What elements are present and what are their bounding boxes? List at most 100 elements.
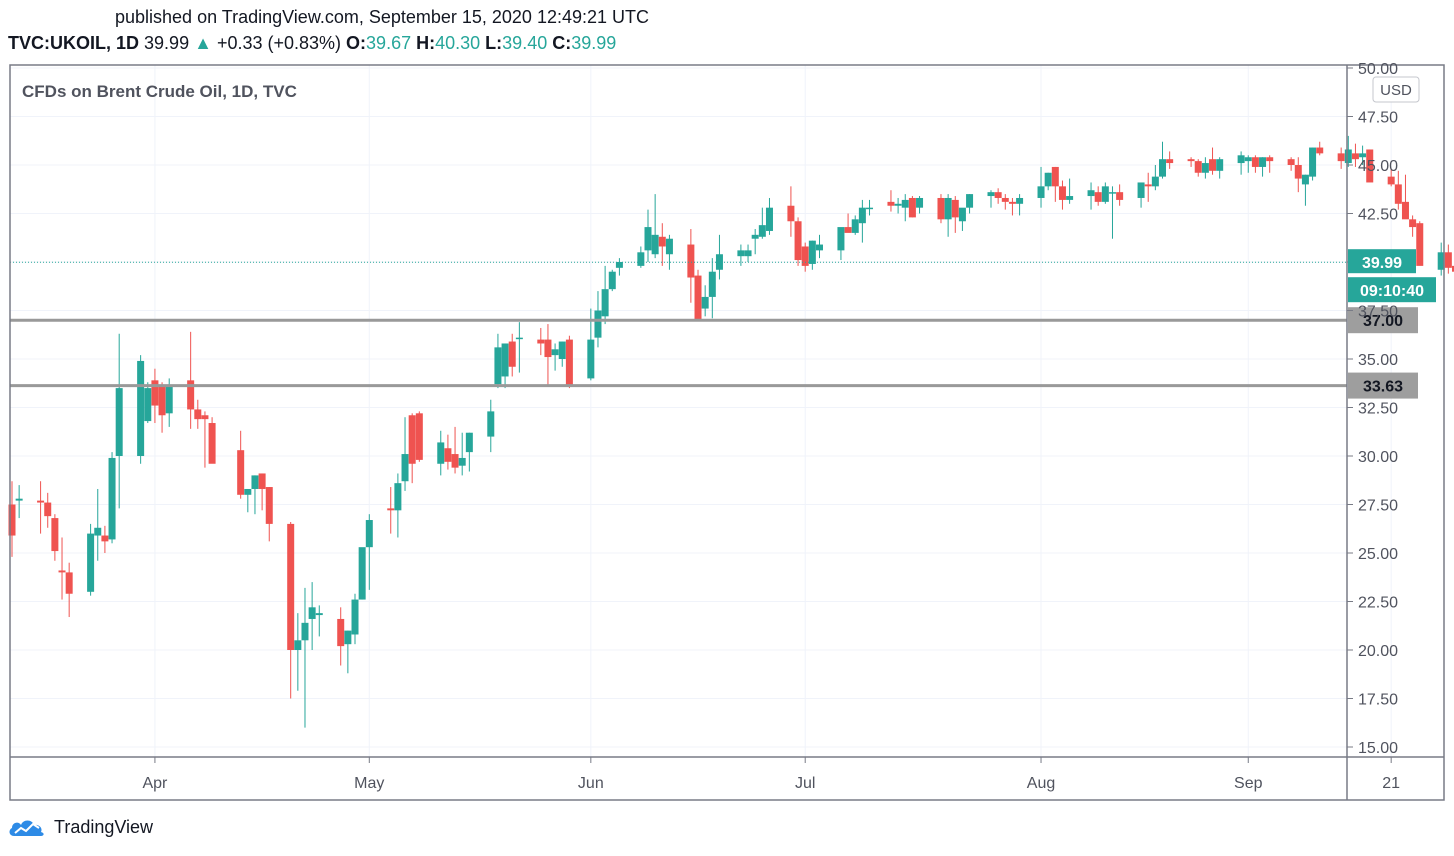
candle-body [1266, 157, 1274, 162]
candle [137, 355, 145, 464]
candle [916, 196, 924, 214]
candle [1137, 182, 1145, 208]
candle [65, 562, 73, 618]
candle [687, 229, 695, 303]
candles [8, 135, 1454, 728]
candle-body [451, 454, 459, 468]
candle [508, 333, 516, 377]
candle [1044, 172, 1052, 191]
candle-body [1058, 186, 1066, 200]
candle-body [265, 487, 273, 524]
candle-body [665, 238, 673, 255]
candle [808, 240, 816, 270]
candle-body [1401, 201, 1409, 220]
candle-body [308, 607, 316, 619]
candle [315, 605, 323, 637]
price-tick-label: 20.00 [1358, 643, 1398, 660]
level-badge [1348, 372, 1418, 399]
candle [951, 196, 959, 233]
candle [1101, 182, 1109, 204]
candle-body [258, 473, 266, 489]
price-tick-label: 32.50 [1358, 401, 1398, 418]
candle [1151, 165, 1159, 191]
candle [201, 411, 209, 468]
candle-body [465, 432, 473, 453]
candle [1194, 159, 1202, 177]
candle [501, 343, 509, 389]
chart-frame [9, 64, 1445, 801]
candle [187, 331, 195, 429]
candle [1159, 141, 1167, 179]
candle [515, 322, 523, 373]
candle [765, 197, 773, 235]
price-tick-label: 35.00 [1358, 352, 1398, 369]
candle [894, 197, 902, 214]
candle [1409, 215, 1417, 237]
candle-body [1101, 186, 1109, 202]
candle-body [1016, 197, 1024, 204]
time-axis[interactable]: Apr May Jun Jul Aug Sep 21 [142, 757, 1400, 792]
candle [837, 227, 845, 261]
candle [444, 434, 452, 470]
candle [544, 324, 552, 387]
candle-body [1001, 197, 1009, 202]
candle-body [108, 457, 116, 540]
candle-body [808, 240, 816, 264]
candle [1301, 174, 1309, 206]
candle-body [1416, 223, 1424, 266]
candle [715, 234, 723, 280]
candle-body [315, 613, 323, 616]
candle [415, 411, 423, 462]
candle-body [551, 349, 559, 356]
tradingview-brand[interactable]: TradingView [8, 816, 153, 838]
price-tick-label: 15.00 [1358, 740, 1398, 757]
candle-body [1351, 153, 1359, 160]
candle [1116, 184, 1124, 206]
currency-badge[interactable]: USD [1372, 76, 1420, 103]
candle-body [558, 341, 566, 359]
candle-body [1359, 153, 1367, 158]
candle [87, 523, 95, 596]
candle-body [801, 246, 809, 266]
change-value: +0.33 (+0.83%) [216, 33, 342, 53]
candle-body [844, 227, 852, 233]
candle-body [1366, 149, 1374, 183]
candle [1451, 265, 1454, 272]
candle-body [1087, 190, 1095, 197]
candle-body [201, 415, 209, 420]
candle-body [44, 502, 52, 517]
candle-body [1444, 252, 1452, 268]
candle [615, 258, 623, 276]
candle [287, 521, 295, 699]
candle-body [1301, 174, 1309, 185]
candle-body [1201, 163, 1209, 173]
candle-body [958, 207, 966, 222]
last-price-value: 39.99 [144, 33, 190, 53]
candle [151, 368, 159, 424]
candle [394, 473, 402, 538]
candle [1237, 151, 1245, 175]
time-tick-label: Apr [142, 775, 168, 792]
candle-body [1451, 265, 1454, 272]
time-tick-label: Jun [578, 775, 604, 792]
candle-body [644, 227, 652, 251]
candle-body [1237, 155, 1245, 164]
candle-body [1209, 159, 1217, 171]
candle [1359, 145, 1367, 165]
candle-body [251, 475, 259, 489]
candle [108, 452, 116, 544]
candle-body [937, 197, 945, 220]
candle [208, 417, 216, 464]
time-tick-label: Aug [1027, 775, 1055, 792]
candle [1309, 147, 1317, 181]
candle [565, 335, 573, 389]
candle-body [637, 252, 645, 266]
candle [294, 613, 302, 691]
price-axis[interactable]: 15.00 17.50 20.00 22.50 25.00 27.50 30.00 32.50… [1347, 61, 1398, 757]
candle-body [358, 547, 366, 600]
candle [1351, 143, 1359, 167]
candle [1387, 168, 1395, 187]
horizontal-levels[interactable]: 37.00 33.63 [10, 307, 1418, 399]
candle [701, 285, 709, 317]
